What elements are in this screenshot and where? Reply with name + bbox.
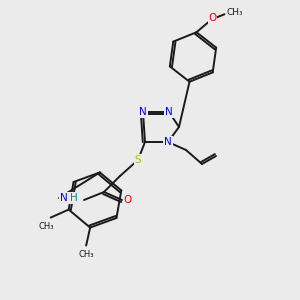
Text: CH₃: CH₃	[39, 222, 54, 231]
Text: N: N	[164, 137, 172, 147]
Text: CH₃: CH₃	[226, 8, 243, 17]
Text: N: N	[139, 107, 147, 117]
Text: O: O	[124, 195, 132, 205]
Text: N: N	[60, 193, 68, 203]
Text: S: S	[135, 155, 141, 165]
Text: H: H	[70, 193, 78, 203]
Text: CH₃: CH₃	[78, 250, 94, 259]
Text: O: O	[208, 13, 217, 23]
Text: N: N	[165, 107, 173, 117]
